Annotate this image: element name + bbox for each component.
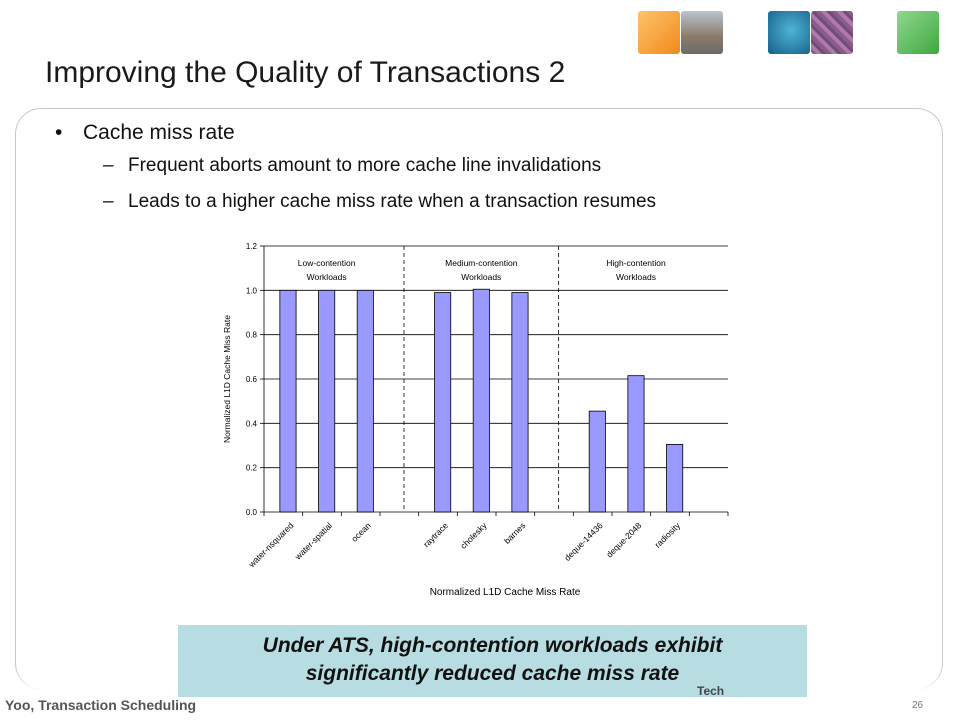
chart-title: Normalized L1D Cache Miss Rate — [430, 587, 581, 598]
header-image-building — [681, 11, 723, 54]
bar — [434, 292, 452, 513]
bar — [627, 375, 645, 513]
subbullet-text: Frequent aborts amount to more cache lin… — [128, 155, 602, 176]
subbullet-item: – Frequent aborts amount to more cache li… — [103, 155, 601, 177]
page-number: 26 — [912, 700, 924, 711]
callout-line: significantly reduced cache miss rate — [305, 662, 680, 685]
group-label: Low-contention — [298, 258, 356, 268]
x-tick-label: radiosity — [653, 520, 683, 550]
x-tick-label: deque-14436 — [562, 520, 605, 563]
y-tick-label: 0.8 — [246, 331, 258, 340]
header-image-orange — [638, 11, 680, 54]
dash-glyph: – — [103, 155, 114, 176]
footer-text: Yoo, Transaction Scheduling — [5, 697, 197, 713]
bar — [318, 289, 336, 513]
bar — [279, 289, 297, 513]
y-tick-label: 0.6 — [246, 375, 258, 384]
group-label: Workloads — [307, 272, 347, 282]
bar — [472, 288, 490, 513]
y-axis-label: Normalized L1D Cache Miss Rate — [222, 315, 232, 443]
bar — [356, 289, 374, 513]
group-label: Workloads — [461, 272, 501, 282]
callout-line: Under ATS, high-contention workloads exh… — [262, 634, 723, 657]
slide-title: Improving the Quality of Transactions 2 — [45, 56, 566, 89]
group-label: Workloads — [616, 272, 656, 282]
x-tick-label: cholesky — [458, 520, 489, 551]
y-tick-label: 1.2 — [246, 242, 258, 251]
dash-glyph: – — [103, 191, 114, 212]
x-tick-label: barnes — [502, 520, 527, 545]
y-tick-label: 0.0 — [246, 508, 258, 517]
x-tick-label: raytrace — [421, 520, 450, 549]
x-tick-label: water-nsquared — [246, 520, 296, 570]
bar — [588, 410, 606, 513]
bullet-text: Cache miss rate — [83, 121, 235, 144]
group-label: Medium-contention — [445, 258, 518, 268]
bar-chart: 0.0 0.2 0.4 0.6 0.8 1.0 1.2 water-nsquaredwater… — [222, 242, 729, 598]
bar — [666, 443, 684, 513]
bar — [511, 292, 529, 513]
header-image-green — [897, 11, 939, 54]
content-frame — [15, 108, 943, 689]
x-tick-label: ocean — [349, 520, 373, 544]
group-label: High-contention — [606, 258, 666, 268]
x-tick-label: water-spatial — [292, 520, 334, 562]
subbullet-text: Leads to a higher cache miss rate when a… — [128, 191, 657, 212]
bullet-glyph: • — [55, 121, 63, 144]
header-image-blue — [768, 11, 810, 54]
x-tick-label: deque-2048 — [604, 520, 643, 559]
bullet-item: • Cache miss rate — [55, 121, 235, 145]
logo: Tech — [697, 684, 725, 698]
y-tick-label: 0.4 — [246, 419, 258, 428]
subbullet-item: – Leads to a higher cache miss rate when … — [103, 191, 656, 213]
y-tick-label: 1.0 — [246, 286, 258, 295]
header-image-circuit — [811, 11, 853, 54]
y-tick-label: 0.2 — [246, 464, 258, 473]
callout-box: Under ATS, high-contention workloads exh… — [178, 625, 807, 697]
